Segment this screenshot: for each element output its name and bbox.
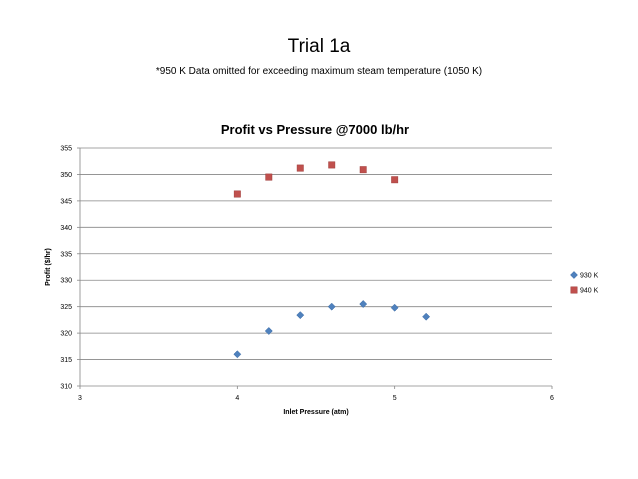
x-tick-label: 6: [550, 395, 554, 402]
y-tick-label: 345: [60, 198, 72, 205]
data-point-940-k: [233, 190, 241, 198]
legend-marker-930-k: [570, 271, 578, 279]
y-axis-label: Profit ($/hr): [45, 248, 52, 286]
data-point-930-k: [233, 350, 242, 359]
slide-note: *950 K Data omitted for exceeding maximu…: [155, 66, 483, 77]
y-tick-label: 340: [60, 225, 72, 232]
y-tick-label: 325: [60, 304, 72, 311]
legend: 930 K 940 K: [570, 271, 599, 295]
y-tick-label: 310: [60, 384, 72, 391]
x-tick-label: 4: [235, 395, 239, 402]
legend-marker-940-k: [570, 286, 578, 294]
y-tick-label: 320: [60, 331, 72, 338]
y-tick-label: 350: [60, 172, 72, 179]
legend-label-940-k: 940 K: [580, 288, 599, 295]
slide-title: Trial 1a: [287, 36, 351, 57]
x-axis-label: Inlet Pressure (atm): [283, 409, 348, 416]
data-point-930-k: [359, 300, 368, 308]
x-tick-label: 3: [78, 395, 82, 402]
x-tick-label: 5: [393, 395, 397, 402]
data-point-940-k: [359, 166, 367, 174]
data-point-940-k: [391, 176, 399, 184]
data-point-930-k: [390, 303, 399, 312]
data-point-930-k: [327, 302, 336, 311]
chart-title: Profit vs Pressure @7000 lb/hr: [221, 122, 409, 137]
y-tick-label: 330: [60, 278, 72, 285]
data-point-930-k: [422, 312, 431, 321]
data-point-930-k: [264, 327, 273, 335]
data-point-940-k: [328, 161, 336, 169]
gridlines: [80, 147, 552, 360]
axes: [77, 147, 553, 389]
data-point-930-k: [296, 311, 305, 320]
data-point-940-k: [265, 173, 273, 181]
data-point-940-k: [296, 164, 304, 172]
data-points: [233, 161, 431, 359]
legend-label-930-k: 930 K: [580, 273, 599, 280]
y-tick-label: 355: [60, 146, 72, 153]
y-tick-label: 315: [60, 357, 72, 364]
y-tick-label: 335: [60, 251, 72, 258]
